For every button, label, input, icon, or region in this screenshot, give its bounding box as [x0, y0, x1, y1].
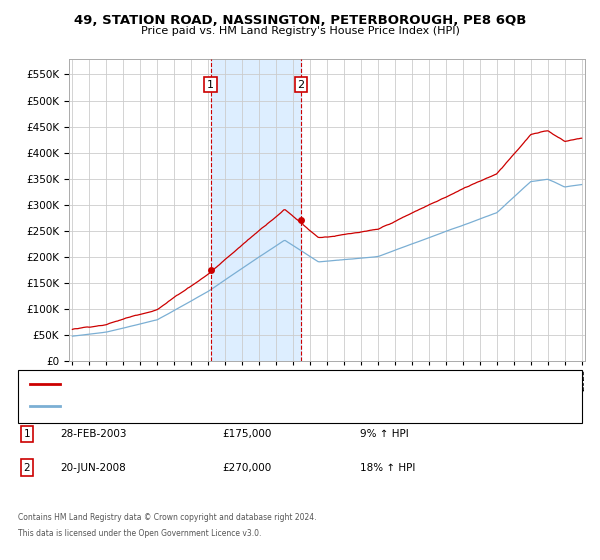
Text: 1: 1	[207, 80, 214, 90]
Text: 9% ↑ HPI: 9% ↑ HPI	[360, 429, 409, 439]
Text: 2: 2	[23, 463, 31, 473]
Bar	[211, 59, 301, 361]
Text: 1: 1	[23, 429, 31, 439]
Text: Contains HM Land Registry data © Crown copyright and database right 2024.: Contains HM Land Registry data © Crown c…	[18, 514, 317, 522]
Text: Price paid vs. HM Land Registry's House Price Index (HPI): Price paid vs. HM Land Registry's House …	[140, 26, 460, 36]
Text: £175,000: £175,000	[222, 429, 271, 439]
Text: 28-FEB-2003: 28-FEB-2003	[60, 429, 127, 439]
Text: 49, STATION ROAD, NASSINGTON, PETERBOROUGH, PE8 6QB (detached house): 49, STATION ROAD, NASSINGTON, PETERBOROU…	[66, 379, 422, 388]
Text: This data is licensed under the Open Government Licence v3.0.: This data is licensed under the Open Gov…	[18, 529, 262, 538]
Text: 20-JUN-2008: 20-JUN-2008	[60, 463, 126, 473]
Text: 49, STATION ROAD, NASSINGTON, PETERBOROUGH, PE8 6QB: 49, STATION ROAD, NASSINGTON, PETERBOROU…	[74, 14, 526, 27]
Text: HPI: Average price, detached house, North Northamptonshire: HPI: Average price, detached house, Nort…	[66, 402, 344, 410]
Text: 18% ↑ HPI: 18% ↑ HPI	[360, 463, 415, 473]
Text: 2: 2	[298, 80, 305, 90]
Text: £270,000: £270,000	[222, 463, 271, 473]
